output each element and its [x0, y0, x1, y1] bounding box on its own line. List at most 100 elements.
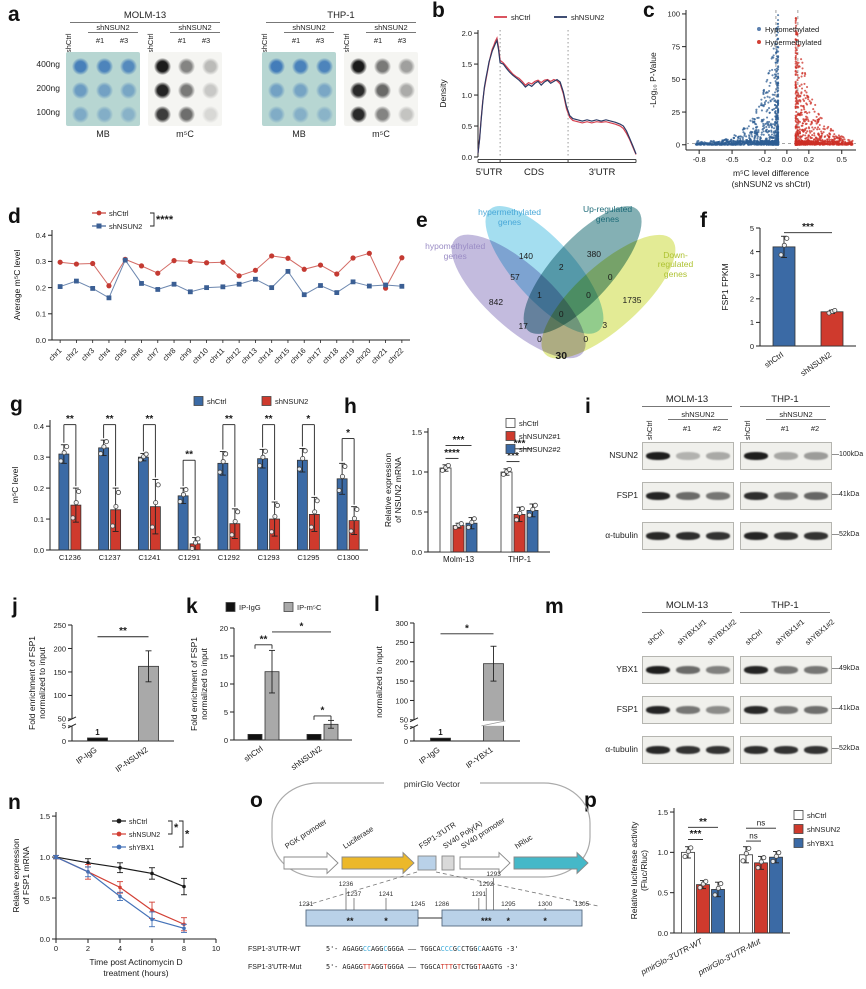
svg-text:C1292: C1292 [218, 553, 240, 562]
svg-text:C1236: C1236 [59, 553, 81, 562]
svg-text:chr10: chr10 [190, 346, 210, 366]
protein-band [804, 532, 828, 540]
lane-label: #1 [95, 36, 105, 45]
svg-text:0: 0 [54, 944, 58, 953]
svg-text:100: 100 [395, 696, 408, 705]
svg-text:pmirGlo Vector: pmirGlo Vector [404, 779, 460, 789]
vector-element [441, 855, 455, 871]
blot-dot [315, 81, 333, 99]
protein-band [744, 492, 768, 500]
svg-text:shCtrl: shCtrl [207, 397, 227, 406]
protein-label: YBX1 [616, 664, 638, 674]
protein-band [646, 532, 670, 540]
svg-text:C1300: C1300 [337, 553, 359, 562]
svg-text:20: 20 [220, 624, 228, 633]
svg-text:chr19: chr19 [337, 346, 357, 366]
blot-dot [397, 105, 415, 123]
vector-element [283, 851, 339, 875]
cell-line-title: MOLM-13 [642, 394, 732, 407]
protein-label: FSP1 [616, 490, 638, 500]
svg-text:50: 50 [400, 716, 408, 725]
bar [500, 471, 513, 553]
svg-text:50: 50 [58, 715, 66, 724]
svg-text:Density: Density [438, 79, 448, 108]
lane-header: shNSUN2 [766, 410, 826, 420]
svg-text:8: 8 [182, 944, 186, 953]
svg-text:10: 10 [212, 944, 220, 953]
svg-text:***: *** [507, 451, 519, 462]
svg-text:1286: 1286 [435, 901, 450, 908]
lane-label: #2 [712, 424, 722, 433]
blot-dot [95, 105, 113, 123]
svg-text:1.5: 1.5 [40, 812, 50, 821]
svg-text:Relative luciferase activity(F: Relative luciferase activity(Fluc/Rluc) [629, 821, 649, 920]
svg-text:-0.8: -0.8 [693, 155, 706, 164]
svg-text:***: *** [802, 222, 814, 233]
blot-dot [291, 81, 309, 99]
blot-dot [177, 57, 195, 75]
svg-text:250: 250 [53, 621, 66, 630]
svg-text:3'UTR: 3'UTR [589, 167, 616, 178]
svg-text:0.1: 0.1 [36, 310, 46, 319]
blot-dot [291, 105, 309, 123]
protein-label: α-tubulin [605, 530, 638, 540]
svg-text:shNSUN2#2: shNSUN2#2 [519, 445, 561, 454]
svg-text:0.0: 0.0 [36, 336, 46, 345]
venn-count: 140 [518, 251, 533, 261]
protein-band [676, 532, 700, 540]
stain-caption: MB [292, 129, 306, 139]
venn-set-label: hypomethylated genes [425, 240, 486, 261]
svg-text:5: 5 [750, 224, 754, 233]
svg-text:*: * [306, 414, 310, 425]
svg-text:0.1: 0.1 [34, 515, 44, 524]
svg-text:150: 150 [53, 668, 66, 677]
blot-dot [397, 81, 415, 99]
dot-blot-panel: 400ng 200ng 100ng MOLM-13 shCtrl shNSUN2 #1 #3 M… [22, 10, 432, 180]
svg-text:chr3: chr3 [79, 346, 96, 363]
svg-text:1292: 1292 [479, 881, 494, 888]
merip-bar-chart: 0 5 10 15 20 Fold enrichment of FSP1normalize… [189, 602, 352, 772]
svg-text:shNSUN2: shNSUN2 [799, 350, 834, 378]
panel-a-label: a [8, 3, 20, 26]
blot-dot [349, 81, 367, 99]
blot-dot [95, 81, 113, 99]
svg-text:shYBX1: shYBX1 [129, 845, 154, 852]
svg-text:shCtrl: shCtrl [242, 744, 264, 763]
svg-text:C1291: C1291 [178, 553, 200, 562]
protein-band [774, 746, 798, 754]
svg-text:ns: ns [749, 832, 757, 841]
protein-band [774, 706, 798, 714]
venn-count: 0 [558, 309, 564, 320]
svg-text:5'- AGAGGTTAGGTGGGA —— TGGCATT: 5'- AGAGGTTAGGTGGGA —— TGGCATTTGTCTGGTAA… [326, 963, 518, 971]
svg-text:3: 3 [750, 271, 754, 280]
svg-text:FSP1 FPKM: FSP1 FPKM [720, 263, 730, 310]
protein-band [804, 706, 828, 714]
svg-text:5: 5 [224, 708, 228, 717]
svg-text:0.2: 0.2 [34, 484, 44, 493]
svg-text:Fold enrichment of FSP1normali: Fold enrichment of FSP1normalized to inp… [189, 637, 209, 731]
blot-dot [153, 81, 171, 99]
svg-text:CDS: CDS [524, 167, 544, 178]
svg-text:IP-IgG: IP-IgG [239, 603, 261, 612]
venn-set-label: hypermethylated genes [478, 207, 542, 228]
rip-ybx1-bar-chart: 0 550 100 150 200 250 300 normalized to input 1 I… [374, 619, 520, 770]
svg-text:1: 1 [95, 728, 100, 737]
svg-text:4: 4 [118, 944, 122, 953]
protein-band [676, 452, 700, 460]
svg-text:150: 150 [395, 677, 408, 686]
svg-text:0.4: 0.4 [34, 422, 44, 431]
svg-text:1.5: 1.5 [462, 60, 472, 69]
bar [439, 467, 452, 553]
protein-label: FSP1 [616, 704, 638, 714]
vector-element [513, 851, 589, 875]
venn-set-label: Up-regulated genes [582, 203, 633, 224]
svg-text:2: 2 [750, 295, 754, 304]
svg-text:C1293: C1293 [258, 553, 280, 562]
lane-label-shctrl: shCtrl [645, 420, 654, 440]
dot-blot [262, 52, 336, 126]
svg-text:0.0: 0.0 [462, 153, 472, 162]
svg-text:*: * [321, 705, 325, 716]
protein-band [744, 746, 768, 754]
blot-strip [740, 656, 832, 684]
blot-strip [642, 482, 734, 510]
